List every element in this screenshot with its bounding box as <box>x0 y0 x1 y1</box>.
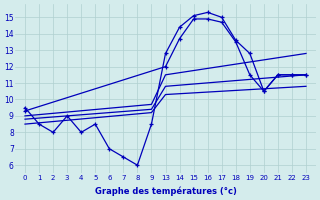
X-axis label: Graphe des températures (°c): Graphe des températures (°c) <box>95 186 236 196</box>
